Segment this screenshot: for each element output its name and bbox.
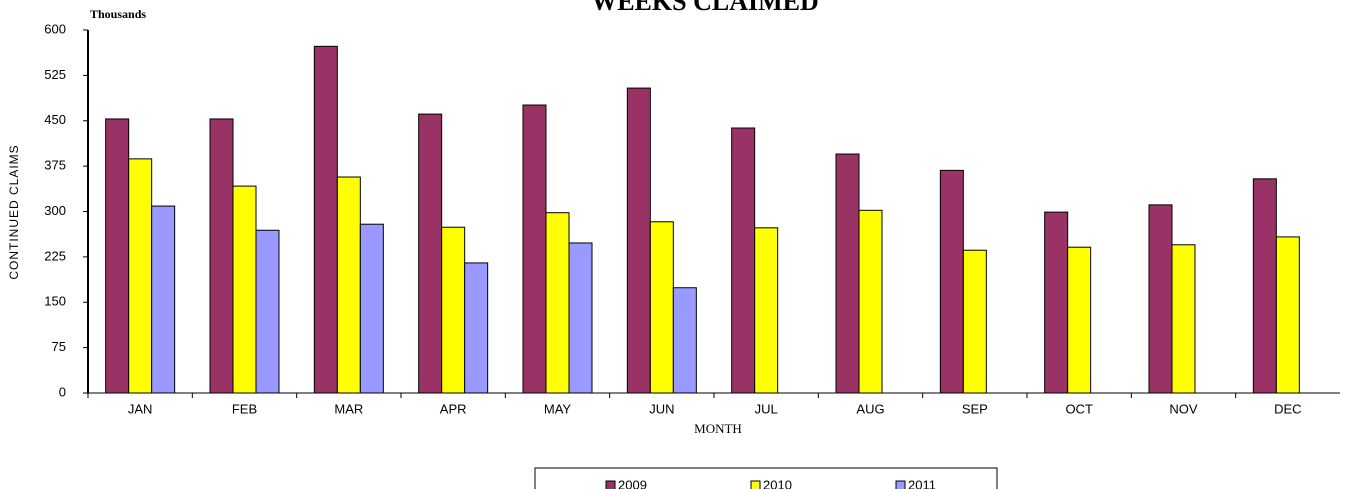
bar <box>209 118 234 394</box>
bar <box>313 45 338 394</box>
y-tick-label: 375 <box>44 158 66 173</box>
legend-swatch <box>750 480 761 489</box>
y-axis-label: CONTINUED CLAIMS <box>7 144 21 279</box>
y-tick-label: 225 <box>44 248 66 263</box>
bar <box>255 229 280 394</box>
bar <box>232 185 257 394</box>
legend-label: 2009 <box>618 477 647 489</box>
bar <box>835 153 860 394</box>
x-tick-label: MAR <box>334 401 363 416</box>
x-tick-label: OCT <box>1065 401 1093 416</box>
x-tick-label: MAY <box>544 401 572 416</box>
legend-label: 2010 <box>763 477 792 489</box>
bar <box>128 158 153 394</box>
x-tick-label: JAN <box>128 401 153 416</box>
y-tick-label: 600 <box>44 21 66 36</box>
units-label: Thousands <box>90 7 146 21</box>
legend-box <box>534 467 998 489</box>
bar <box>939 169 964 394</box>
x-tick-label: SEP <box>962 401 988 416</box>
bar <box>649 221 674 394</box>
bar <box>731 127 756 394</box>
bar <box>1067 246 1092 394</box>
bar <box>754 227 779 394</box>
bar <box>1044 211 1069 394</box>
x-tick-label: AUG <box>856 401 884 416</box>
x-tick-label: FEB <box>232 401 257 416</box>
bar <box>105 118 130 394</box>
x-tick-label: NOV <box>1169 401 1198 416</box>
bar <box>858 209 883 394</box>
x-tick-label: APR <box>440 401 467 416</box>
x-tick-label: DEC <box>1274 401 1301 416</box>
bar <box>626 87 651 394</box>
bar <box>151 205 176 394</box>
legend-label: 2011 <box>908 477 936 489</box>
bar <box>1148 204 1173 394</box>
y-tick-label: 0 <box>59 384 66 399</box>
bar <box>1275 236 1300 394</box>
x-tick-label: JUL <box>755 401 778 416</box>
bar <box>672 287 697 394</box>
bar <box>464 262 489 394</box>
chart-title: WEEKS CLAIMED <box>591 0 819 16</box>
bar <box>418 113 443 394</box>
bar <box>568 242 593 394</box>
bar <box>1171 244 1196 394</box>
bar <box>441 226 466 394</box>
legend-swatch <box>895 480 906 489</box>
bar <box>336 176 361 394</box>
bar <box>1252 178 1277 394</box>
y-tick-label: 300 <box>44 203 66 218</box>
legend-swatch <box>605 480 616 489</box>
bar <box>522 104 547 394</box>
bar <box>545 212 570 394</box>
x-tick-label: JUN <box>649 401 674 416</box>
bar <box>962 249 987 394</box>
y-tick-label: 150 <box>44 294 66 309</box>
bar <box>359 223 384 394</box>
y-tick-label: 450 <box>44 112 66 127</box>
y-tick-label: 525 <box>44 67 66 82</box>
x-axis-label: MONTH <box>694 421 742 436</box>
y-tick-label: 75 <box>52 339 66 354</box>
